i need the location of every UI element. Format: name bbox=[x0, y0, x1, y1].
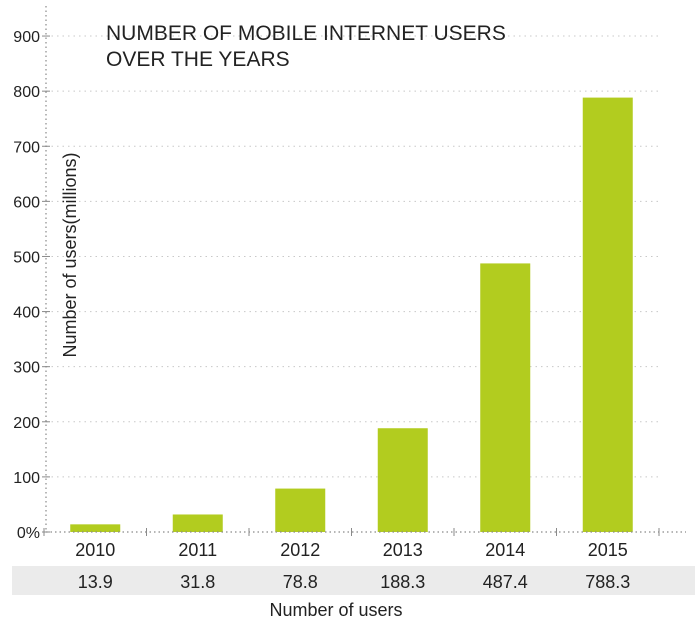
y-tick-label-700: 700 bbox=[13, 139, 40, 156]
value-label-2012: 78.8 bbox=[283, 572, 318, 592]
bar-2012 bbox=[275, 488, 326, 532]
bar-2010 bbox=[70, 524, 121, 532]
y-tick-label-900: 900 bbox=[13, 29, 40, 46]
y-tick-label-300: 300 bbox=[13, 360, 40, 377]
bar-2011 bbox=[172, 514, 223, 532]
y-axis-label: Number of users(millions) bbox=[60, 152, 80, 357]
axes bbox=[42, 6, 686, 536]
chart-title-line-1: NUMBER OF MOBILE INTERNET USERS bbox=[106, 22, 506, 45]
y-tick-label-200: 200 bbox=[13, 415, 40, 432]
value-label-2011: 31.8 bbox=[180, 572, 215, 592]
bar-2015 bbox=[582, 97, 633, 533]
bar-2014 bbox=[480, 263, 531, 532]
y-tick-label-100: 100 bbox=[13, 470, 40, 487]
x-tick-label-2012: 2012 bbox=[280, 540, 320, 560]
value-label-2015: 788.3 bbox=[585, 572, 630, 592]
y-tick-label-0: 0% bbox=[17, 525, 40, 542]
value-label-2013: 188.3 bbox=[380, 572, 425, 592]
x-tick-label-2014: 2014 bbox=[485, 540, 525, 560]
x-tick-label-2011: 2011 bbox=[178, 540, 217, 560]
value-label-2014: 487.4 bbox=[483, 572, 528, 592]
grid-lines bbox=[46, 35, 662, 478]
value-labels: 13.9 31.8 78.8 188.3 487.4 788.3 bbox=[78, 572, 631, 592]
value-label-2010: 13.9 bbox=[78, 572, 113, 592]
y-tick-label-600: 600 bbox=[13, 194, 40, 211]
x-axis-label: Number of users bbox=[269, 600, 402, 620]
y-tick-label-400: 400 bbox=[13, 305, 40, 322]
x-tick-label-2013: 2013 bbox=[383, 540, 423, 560]
bars bbox=[70, 97, 633, 533]
x-tick-label-2015: 2015 bbox=[588, 540, 628, 560]
chart-title-line-2: OVER THE YEARS bbox=[106, 48, 290, 71]
bar-2013 bbox=[377, 428, 428, 532]
y-tick-label-500: 500 bbox=[13, 249, 40, 266]
x-tick-labels: 2010 2011 2012 2013 2014 2015 bbox=[75, 540, 628, 560]
x-tick-label-2010: 2010 bbox=[75, 540, 115, 560]
y-tick-labels: 0% 100 200 300 400 500 600 700 800 900 bbox=[13, 29, 40, 542]
y-tick-label-800: 800 bbox=[13, 84, 40, 101]
value-table-band bbox=[12, 566, 695, 595]
